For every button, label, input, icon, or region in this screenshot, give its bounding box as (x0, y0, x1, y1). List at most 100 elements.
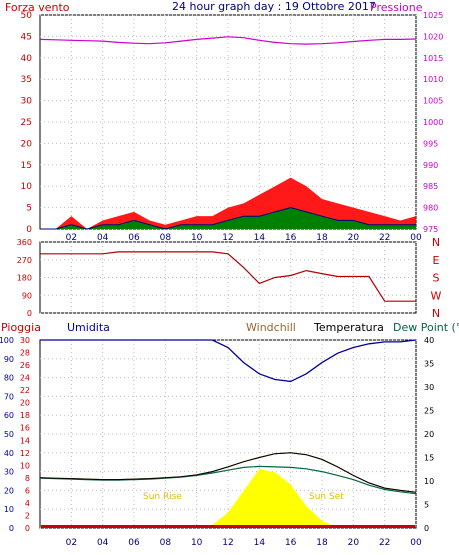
humidity-tick-label: 40 (4, 449, 14, 458)
rain-tick-label: 20 (20, 399, 30, 408)
temp-x-tick-label: 06 (128, 538, 140, 548)
temp-x-tick-label: 20 (348, 538, 360, 548)
pressure-line (39, 36, 417, 45)
direction-tick-label: 180 (17, 274, 32, 283)
temp-x-tick-label: 12 (222, 538, 233, 548)
rain-tick-label: 18 (20, 411, 30, 420)
rain-tick-label: 28 (20, 349, 30, 358)
temperature-tick-label: 0 (424, 524, 429, 533)
temp-x-tick-label: 08 (160, 538, 172, 548)
sunrise-label: Sun Rise (143, 492, 182, 502)
temp-x-tick-label: 22 (379, 538, 390, 548)
pressure-tick-label: 995 (423, 139, 438, 148)
wind-x-tick-label: 22 (379, 233, 390, 243)
rain-tick-label: 6 (25, 486, 30, 495)
rain-tick-label: 0 (25, 524, 30, 533)
pressure-tick-label: 1020 (423, 32, 443, 41)
humidity-tick-label: 60 (4, 411, 14, 420)
wind-tick-label: 40 (21, 54, 33, 64)
wind-tick-label: 45 (21, 32, 32, 42)
direction-line (40, 251, 416, 302)
direction-compass-label: N (432, 307, 440, 320)
windchill-legend: Windchill (246, 321, 296, 334)
pressure-axis-label: Pressione (370, 1, 423, 14)
temperature-tick-label: 25 (424, 407, 434, 416)
humidity-tick-label: 70 (4, 392, 14, 401)
rain-tick-label: 4 (25, 499, 30, 508)
pressure-tick-label: 975 (423, 225, 438, 234)
humidity-tick-label: 20 (4, 486, 14, 495)
pressure-tick-label: 985 (423, 182, 438, 191)
wind-x-tick-label: 14 (254, 233, 266, 243)
direction-tick-label: 0 (27, 309, 32, 318)
temp-x-tick-label: 02 (66, 538, 77, 548)
rain-tick-label: 14 (20, 436, 30, 445)
rain-tick-label: 16 (20, 424, 30, 433)
pressure-tick-label: 1015 (423, 54, 443, 63)
temp-x-tick-label: 04 (97, 538, 109, 548)
wind-x-tick-label: 16 (285, 233, 297, 243)
humidity-tick-label: 30 (4, 468, 14, 477)
humidity-tick-label: 80 (4, 374, 14, 383)
wind-x-tick-label: 00 (410, 233, 422, 243)
temperature-tick-label: 10 (424, 477, 434, 486)
humidity-tick-label: 10 (4, 505, 14, 514)
pressure-tick-label: 990 (423, 161, 438, 170)
chart-title: 24 hour graph day : 19 Ottobre 2017 (172, 0, 376, 13)
wind-tick-label: 15 (21, 161, 32, 171)
solar-area (40, 469, 416, 528)
wind-x-tick-label: 04 (97, 233, 109, 243)
rain-tick-label: 22 (20, 386, 30, 395)
temperature-tick-label: 40 (424, 336, 434, 345)
humidity-tick-label: 100 (0, 336, 14, 345)
direction-compass-label: E (433, 254, 440, 267)
wind-x-tick-label: 06 (128, 233, 140, 243)
pressure-tick-label: 1005 (423, 97, 443, 106)
temp-x-tick-label: 14 (254, 538, 266, 548)
rain-tick-label: 30 (20, 336, 30, 345)
temperature-tick-label: 35 (424, 360, 434, 369)
rain-tick-label: 8 (25, 474, 30, 483)
direction-tick-label: 360 (17, 238, 32, 247)
temperature-legend: Temperatura (313, 321, 384, 334)
temperature-line (39, 452, 417, 493)
temperature-tick-label: 20 (424, 430, 434, 439)
direction-tick-label: 90 (22, 291, 32, 300)
wind-x-tick-label: 20 (348, 233, 360, 243)
wind-axis-label: Forza vento (5, 1, 70, 14)
sunset-label: Sun Set (309, 492, 344, 502)
rain-tick-label: 24 (20, 374, 30, 383)
wind-tick-label: 5 (26, 204, 32, 214)
humidity-tick-label: 90 (4, 355, 14, 364)
direction-compass-label: N (432, 236, 440, 249)
temperature-tick-label: 15 (424, 454, 434, 463)
temperature-tick-label: 30 (424, 383, 434, 392)
temp-x-tick-label: 18 (316, 538, 328, 548)
wind-x-tick-label: 18 (316, 233, 328, 243)
pressure-tick-label: 1010 (423, 75, 443, 84)
pressure-tick-label: 980 (423, 204, 438, 213)
direction-compass-label: W (431, 289, 442, 302)
wind-x-tick-label: 12 (222, 233, 233, 243)
rain-tick-label: 10 (20, 461, 30, 470)
pressure-tick-label: 1000 (423, 118, 443, 127)
rain-tick-label: 26 (20, 361, 30, 370)
temp-x-tick-label: 16 (285, 538, 297, 548)
direction-tick-label: 270 (17, 256, 32, 265)
wind-tick-label: 30 (21, 97, 33, 107)
rain-tick-label: 2 (25, 511, 30, 520)
temp-x-tick-label: 00 (410, 538, 422, 548)
rain-bar (41, 525, 415, 528)
rain-legend: Pioggia (1, 321, 41, 334)
wind-tick-label: 35 (21, 75, 32, 85)
wind-tick-label: 0 (26, 225, 32, 235)
rain-tick-label: 12 (20, 449, 30, 458)
wind-avg-line (40, 207, 416, 230)
wind-x-tick-label: 08 (160, 233, 172, 243)
humidity-tick-label: 50 (4, 430, 14, 439)
wind-x-tick-label: 02 (66, 233, 77, 243)
direction-compass-label: S (433, 272, 440, 285)
wind-tick-label: 20 (21, 139, 33, 149)
temp-x-tick-label: 10 (191, 538, 203, 548)
